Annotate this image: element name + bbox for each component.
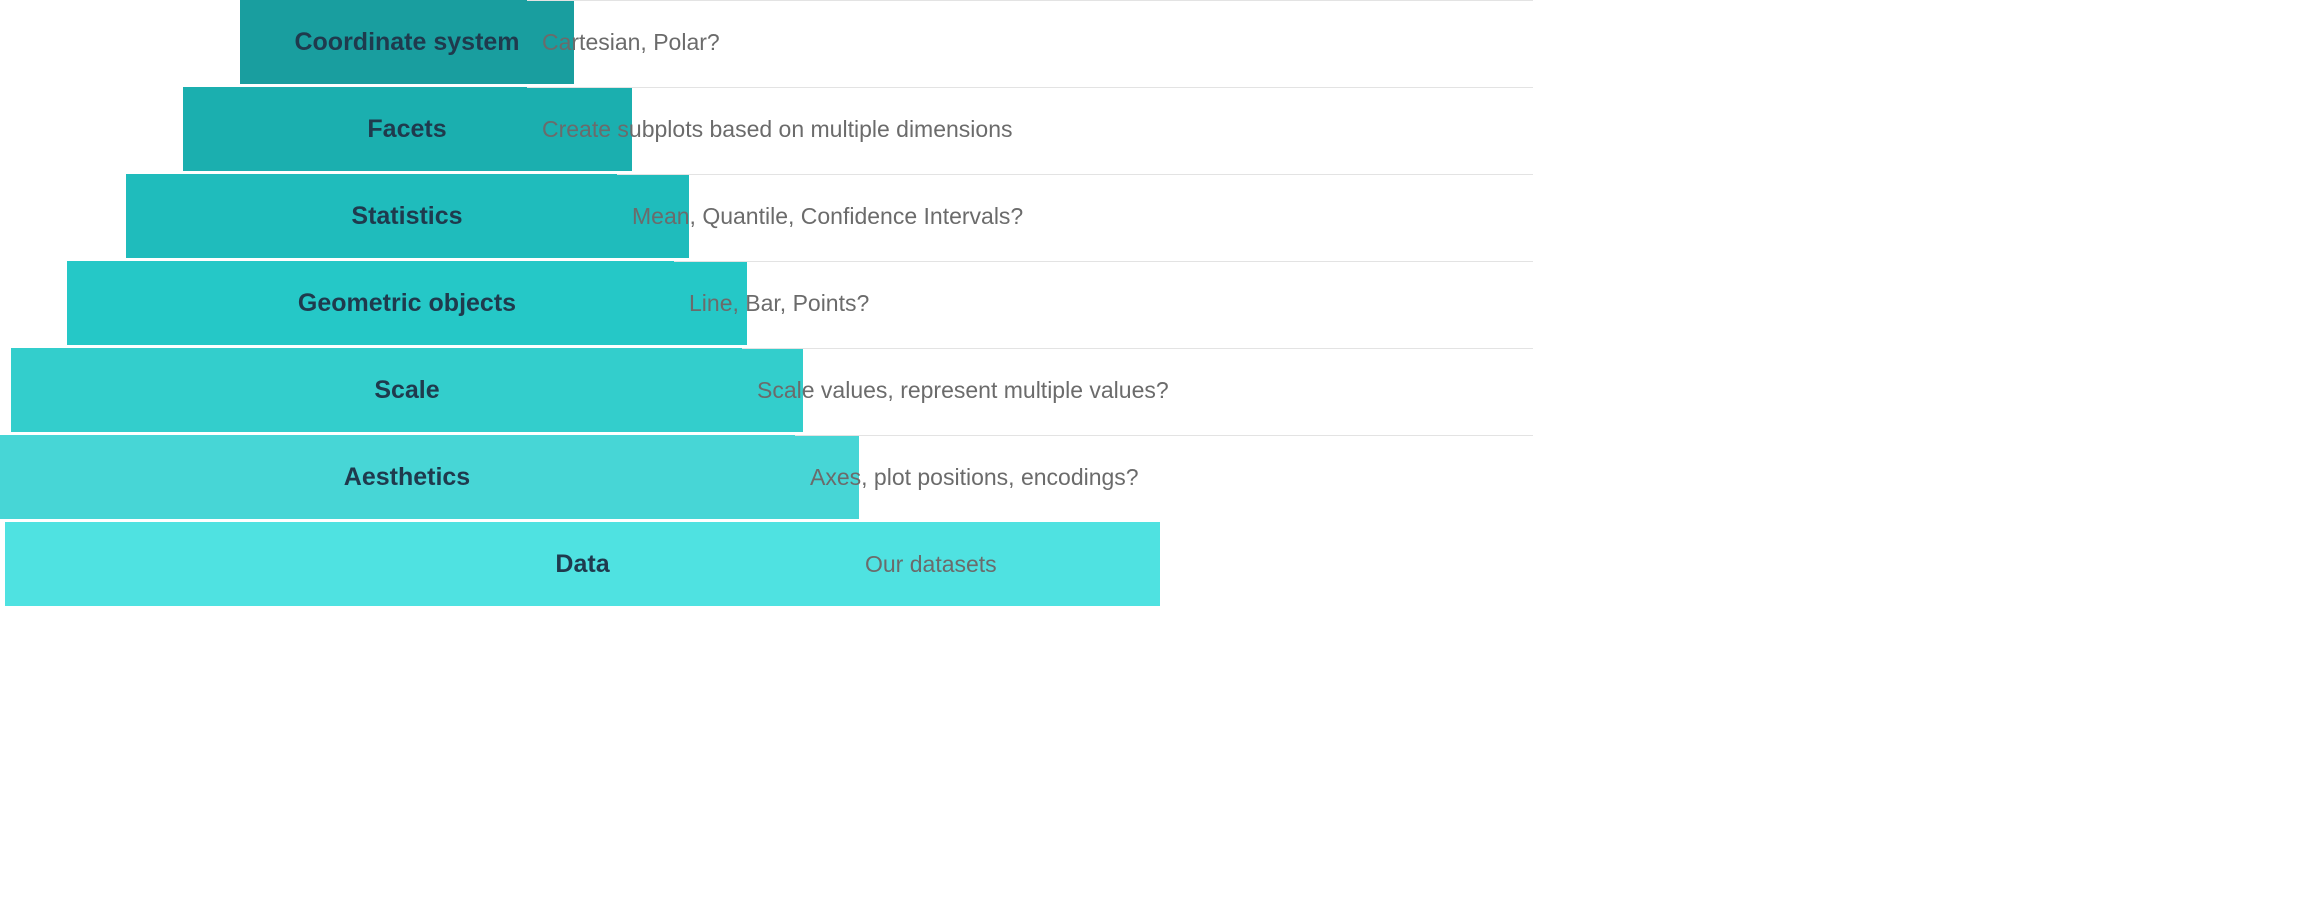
annotation-label: Mean, Quantile, Confidence Intervals? — [632, 203, 1023, 230]
pyramid-layer-label: Data — [555, 550, 609, 579]
pyramid-layer-label: Scale — [374, 376, 439, 405]
pyramid-layer: Statistics — [126, 174, 689, 258]
pyramid-layer: Coordinate system — [240, 0, 574, 84]
annotation-label: Axes, plot positions, encodings? — [810, 464, 1139, 491]
pyramid-diagram: Coordinate system Cartesian, Polar? Facets… — [0, 0, 1540, 611]
annotation-label: Line, Bar, Points? — [689, 290, 869, 317]
annotation-text: Create subplots based on multiple dimens… — [542, 87, 1013, 171]
annotation-text: Mean, Quantile, Confidence Intervals? — [632, 174, 1023, 258]
annotation-text: Our datasets — [865, 522, 997, 606]
pyramid-layer-label: Facets — [367, 115, 446, 144]
annotation-text: Axes, plot positions, encodings? — [810, 435, 1139, 519]
pyramid-layer: Scale — [11, 348, 803, 432]
annotation-text: Cartesian, Polar? — [542, 0, 720, 84]
annotation-label: Create subplots based on multiple dimens… — [542, 116, 1013, 143]
pyramid-layer-label: Statistics — [351, 202, 462, 231]
pyramid-layer: Geometric objects — [67, 261, 747, 345]
annotation-label: Our datasets — [865, 551, 997, 578]
pyramid-layer-label: Geometric objects — [298, 289, 516, 318]
pyramid-layer: Aesthetics — [0, 435, 859, 519]
pyramid-layer-label: Coordinate system — [294, 28, 519, 57]
pyramid-layer-label: Aesthetics — [344, 463, 470, 492]
annotation-label: Scale values, represent multiple values? — [757, 377, 1169, 404]
annotation-text: Line, Bar, Points? — [689, 261, 869, 345]
annotation-text: Scale values, represent multiple values? — [757, 348, 1169, 432]
annotation-label: Cartesian, Polar? — [542, 29, 720, 56]
